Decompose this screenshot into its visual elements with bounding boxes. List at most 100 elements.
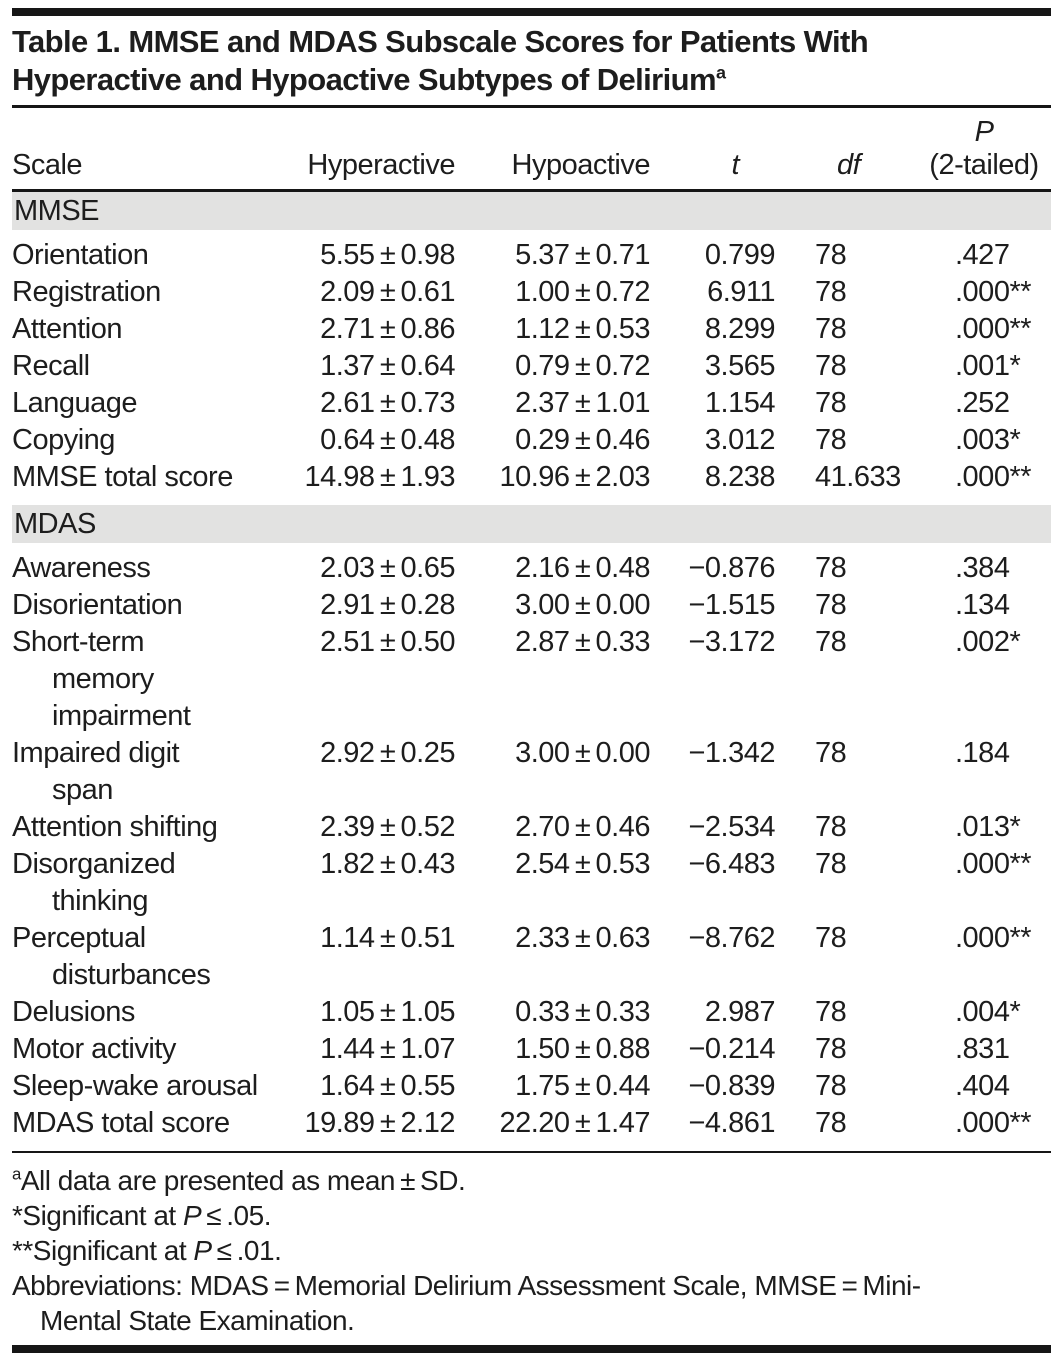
cell-p: .013* — [955, 811, 1021, 843]
cell-hyperactive: 19.89 ± 2.12 — [304, 1107, 455, 1139]
cell-scale: Copying — [12, 422, 288, 459]
cell-df: 41.633 — [815, 461, 901, 493]
table-title-line2: Hyperactive and Hypoactive Subtypes of D… — [12, 62, 717, 97]
scale-label-line: Orientation — [12, 239, 149, 271]
cell-p: .000** — [955, 276, 1032, 308]
footnote-text: ≤ .05. — [201, 1200, 271, 1231]
cell-p: .252 — [955, 387, 1010, 419]
table-row: Attention 2.71 ± 0.86 1.12 ± 0.53 8.299 78 .0… — [12, 311, 1051, 348]
table-top-border — [12, 8, 1051, 16]
table-row: Awareness 2.03 ± 0.65 2.16 ± 0.48 −0.876 78.… — [12, 550, 1051, 587]
column-header-hyperactive: Hyperactive — [307, 149, 455, 181]
cell-t: 8.299 — [704, 313, 776, 345]
scale-label-line: Awareness — [12, 552, 151, 584]
cell-hypoactive: 1.00 ± 0.72 — [515, 276, 650, 308]
cell-scale: Attention — [12, 311, 288, 348]
scale-label-line: Impaired digit — [12, 737, 180, 769]
cell-p: .000** — [955, 922, 1032, 954]
table-row: Impaired digit span 2.92 ± 0.25 3.00 ± 0.00… — [12, 735, 1051, 809]
cell-hyperactive: 1.64 ± 0.55 — [320, 1070, 455, 1102]
cell-t: −1.515 — [688, 589, 775, 621]
cell-t: 3.012 — [704, 424, 776, 456]
paper-table: Table 1. MMSE and MDAS Subscale Scores f… — [0, 8, 1063, 1353]
table-row: MDAS total score 19.89 ± 2.12 22.20 ± 1.47… — [12, 1105, 1051, 1142]
cell-scale: Short-term memory impairment — [12, 624, 288, 735]
table-row: Orientation 5.55 ± 0.98 5.37 ± 0.71 0.799 78… — [12, 237, 1051, 274]
cell-hypoactive: 2.54 ± 0.53 — [515, 848, 650, 880]
cell-hyperactive: 0.64 ± 0.48 — [320, 424, 455, 456]
cell-scale: Impaired digit span — [12, 735, 288, 809]
cell-t: −0.214 — [688, 1033, 775, 1065]
table-title: Table 1. MMSE and MDAS Subscale Scores f… — [12, 23, 1051, 99]
cell-hyperactive: 1.37 ± 0.64 — [320, 350, 455, 382]
footnote-text: Abbreviations: MDAS = Memorial Delirium … — [12, 1270, 921, 1301]
cell-hyperactive: 1.14 ± 0.51 — [320, 922, 455, 954]
column-header-t: t — [731, 149, 739, 181]
column-header-p: P (2-tailed) — [893, 116, 1051, 182]
cell-hyperactive: 2.92 ± 0.25 — [320, 737, 455, 769]
cell-hypoactive: 2.70 ± 0.46 — [515, 811, 650, 843]
cell-df: 78 — [815, 1070, 847, 1102]
cell-t: 8.238 — [704, 461, 776, 493]
table-row: Motor activity 1.44 ± 1.07 1.50 ± 0.88 −0.2… — [12, 1031, 1051, 1068]
cell-scale: Attention shifting — [12, 809, 288, 846]
cell-df: 78 — [815, 1107, 847, 1139]
table-row: Delusions 1.05 ± 1.05 0.33 ± 0.33 2.987 78 .0… — [12, 994, 1051, 1031]
section-band-mdas: MDAS — [12, 505, 1051, 543]
cell-hypoactive: 3.00 ± 0.00 — [515, 589, 650, 621]
cell-t: −0.876 — [688, 552, 775, 584]
table-title-line1: Table 1. MMSE and MDAS Subscale Scores f… — [12, 24, 869, 59]
cell-t: 6.911 — [707, 276, 775, 308]
cell-t: −2.534 — [688, 811, 775, 843]
footnote-line: **Significant at P ≤ .01. — [12, 1233, 1051, 1268]
cell-df: 78 — [815, 552, 847, 584]
cell-df: 78 — [815, 424, 847, 456]
scale-label-line: Sleep-wake arousal — [12, 1070, 258, 1102]
cell-p: .427 — [955, 239, 1010, 271]
cell-df: 78 — [815, 996, 847, 1028]
table-row: Registration 2.09 ± 0.61 1.00 ± 0.72 6.911 7… — [12, 274, 1051, 311]
cell-hyperactive: 1.44 ± 1.07 — [320, 1033, 455, 1065]
cell-p: .134 — [955, 589, 1010, 621]
cell-t: −4.861 — [688, 1107, 775, 1139]
cell-hypoactive: 0.29 ± 0.46 — [515, 424, 650, 456]
section-band-mmse: MMSE — [12, 192, 1051, 230]
cell-scale: MMSE total score — [12, 459, 288, 496]
cell-df: 78 — [815, 848, 847, 880]
cell-hypoactive: 2.33 ± 0.63 — [515, 922, 650, 954]
cell-df: 78 — [815, 350, 847, 382]
section-rows-mmse: Orientation 5.55 ± 0.98 5.37 ± 0.71 0.799 78… — [12, 230, 1051, 505]
column-header-hypoactive: Hypoactive — [511, 149, 651, 181]
table-bottom-border — [12, 1345, 1051, 1353]
header-divider — [12, 189, 1051, 192]
table-header-row: Scale Hyperactive Hypoactive t df P (2-t… — [12, 108, 1051, 189]
cell-p: .831 — [955, 1033, 1010, 1065]
footnote-line: aAll data are presented as mean ± SD. — [12, 1163, 1051, 1198]
cell-scale: Language — [12, 385, 288, 422]
scale-label-line: MDAS total score — [12, 1107, 230, 1139]
table-row: Attention shifting 2.39 ± 0.52 2.70 ± 0.46… — [12, 809, 1051, 846]
table-row: Recall 1.37 ± 0.64 0.79 ± 0.72 3.565 78 .001* — [12, 348, 1051, 385]
cell-p: .003* — [955, 424, 1021, 456]
cell-hypoactive: 0.79 ± 0.72 — [515, 350, 650, 382]
cell-p: .404 — [955, 1070, 1010, 1102]
cell-hypoactive: 2.16 ± 0.48 — [515, 552, 650, 584]
cell-hyperactive: 2.51 ± 0.50 — [320, 626, 455, 658]
scale-label-line: impairment — [52, 700, 191, 732]
cell-df: 78 — [815, 313, 847, 345]
footnote-text: All data are presented as mean ± SD. — [20, 1165, 466, 1196]
cell-scale: Registration — [12, 274, 288, 311]
footnote-line: Abbreviations: MDAS = Memorial Delirium … — [12, 1268, 1051, 1303]
column-header-scale: Scale — [12, 149, 83, 181]
cell-scale: Motor activity — [12, 1031, 288, 1068]
cell-df: 78 — [815, 239, 847, 271]
cell-t: 2.987 — [704, 996, 776, 1028]
cell-p: .002* — [955, 626, 1021, 658]
cell-p: .000** — [955, 1107, 1032, 1139]
cell-hypoactive: 3.00 ± 0.00 — [515, 737, 650, 769]
cell-df: 78 — [815, 922, 847, 954]
cell-hypoactive: 1.75 ± 0.44 — [515, 1070, 650, 1102]
scale-label-line: disturbances — [52, 959, 211, 991]
cell-p: .000** — [955, 313, 1032, 345]
cell-hyperactive: 1.05 ± 1.05 — [320, 996, 455, 1028]
